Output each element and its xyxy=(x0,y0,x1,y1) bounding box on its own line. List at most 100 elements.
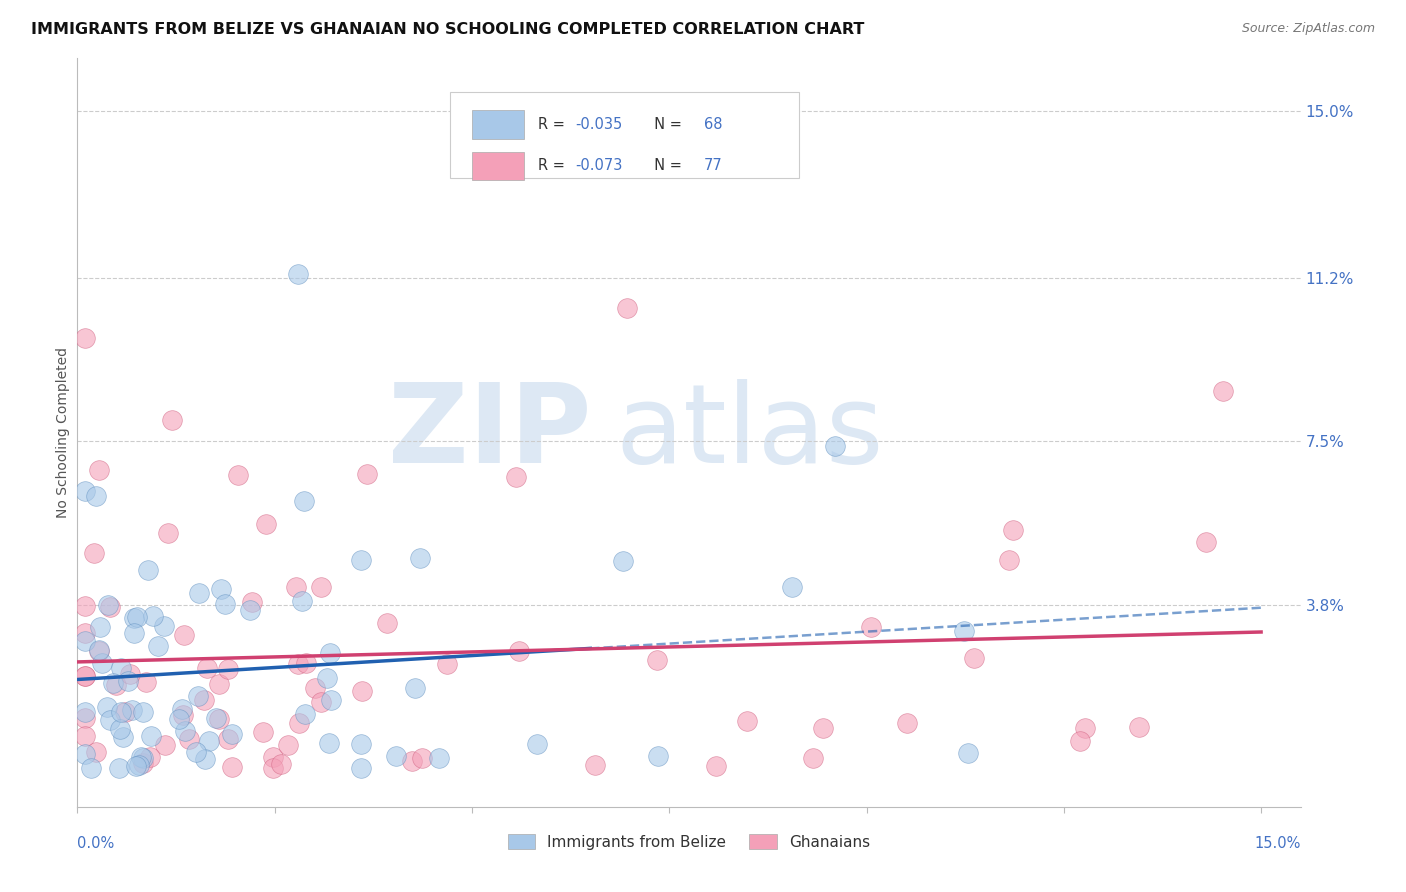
Point xyxy=(350,761,373,775)
Point xyxy=(132,756,155,770)
Point xyxy=(217,732,239,747)
Point xyxy=(408,550,430,565)
Point xyxy=(287,267,309,281)
Point xyxy=(350,553,373,567)
Point xyxy=(505,470,527,484)
Text: R =: R = xyxy=(538,117,569,132)
Point xyxy=(294,656,316,670)
Point xyxy=(214,597,236,611)
Point xyxy=(186,745,208,759)
Point xyxy=(129,749,152,764)
Point xyxy=(997,553,1019,567)
Point xyxy=(270,757,292,772)
Point xyxy=(221,760,243,774)
Point xyxy=(205,711,228,725)
Point xyxy=(1001,523,1024,537)
Point xyxy=(801,751,824,765)
Y-axis label: No Schooling Completed: No Schooling Completed xyxy=(56,347,70,518)
Point xyxy=(356,467,378,481)
Point xyxy=(526,737,548,751)
Point xyxy=(277,738,299,752)
Point xyxy=(157,526,180,541)
Point xyxy=(107,761,129,775)
Point xyxy=(86,745,108,759)
Point xyxy=(647,653,669,667)
Point xyxy=(193,692,215,706)
Point xyxy=(319,693,342,707)
Text: 0.0%: 0.0% xyxy=(77,837,114,852)
Point xyxy=(957,746,980,760)
Point xyxy=(294,493,316,508)
Point xyxy=(136,563,159,577)
Point xyxy=(83,546,105,560)
Point xyxy=(262,749,284,764)
Point xyxy=(172,708,194,723)
Point xyxy=(89,644,111,658)
Point xyxy=(173,627,195,641)
Point xyxy=(226,468,249,483)
Point xyxy=(285,580,308,594)
Point xyxy=(155,738,177,752)
Text: 68: 68 xyxy=(703,117,723,132)
Point xyxy=(195,661,218,675)
Point xyxy=(75,483,97,498)
Point xyxy=(110,722,132,736)
Point xyxy=(153,619,176,633)
Point xyxy=(75,730,97,744)
Point xyxy=(315,671,337,685)
Point xyxy=(89,620,111,634)
Point xyxy=(952,624,974,639)
Point xyxy=(262,761,284,775)
Point xyxy=(209,582,232,596)
Point xyxy=(612,553,634,567)
Point xyxy=(294,707,316,722)
Point xyxy=(121,703,143,717)
Point xyxy=(350,684,373,698)
Point xyxy=(1069,734,1091,748)
Text: 77: 77 xyxy=(703,159,723,173)
Point xyxy=(239,602,262,616)
Point xyxy=(319,647,342,661)
Point xyxy=(139,729,162,743)
Text: IMMIGRANTS FROM BELIZE VS GHANAIAN NO SCHOOLING COMPLETED CORRELATION CHART: IMMIGRANTS FROM BELIZE VS GHANAIAN NO SC… xyxy=(31,22,865,37)
Point xyxy=(309,580,332,594)
Point xyxy=(75,747,97,762)
Point xyxy=(1074,721,1097,735)
Text: -0.035: -0.035 xyxy=(575,117,623,132)
Point xyxy=(132,705,155,719)
Point xyxy=(780,581,803,595)
Point xyxy=(75,599,97,614)
Legend: Immigrants from Belize, Ghanaians: Immigrants from Belize, Ghanaians xyxy=(502,828,876,855)
Point xyxy=(75,626,97,640)
Text: atlas: atlas xyxy=(616,379,884,486)
Point xyxy=(132,750,155,764)
Point xyxy=(1195,534,1218,549)
Point xyxy=(177,731,200,746)
Point xyxy=(735,714,758,728)
Point xyxy=(128,758,150,772)
Point xyxy=(197,733,219,747)
Point xyxy=(254,516,277,531)
Point xyxy=(75,633,97,648)
Point xyxy=(114,705,136,719)
Point xyxy=(105,678,128,692)
Point xyxy=(174,724,197,739)
Point xyxy=(120,666,142,681)
Point xyxy=(217,662,239,676)
Point xyxy=(87,463,110,477)
Point xyxy=(142,608,165,623)
Point xyxy=(75,705,97,719)
FancyBboxPatch shape xyxy=(450,92,799,178)
Point xyxy=(318,736,340,750)
Point xyxy=(411,751,433,765)
Point xyxy=(98,713,121,727)
Text: 15.0%: 15.0% xyxy=(1254,837,1301,852)
Point xyxy=(87,642,110,657)
Point xyxy=(80,761,103,775)
Point xyxy=(91,656,114,670)
Point xyxy=(124,759,146,773)
Point xyxy=(194,752,217,766)
Text: ZIP: ZIP xyxy=(388,379,591,486)
Text: Source: ZipAtlas.com: Source: ZipAtlas.com xyxy=(1241,22,1375,36)
Point xyxy=(124,626,146,640)
